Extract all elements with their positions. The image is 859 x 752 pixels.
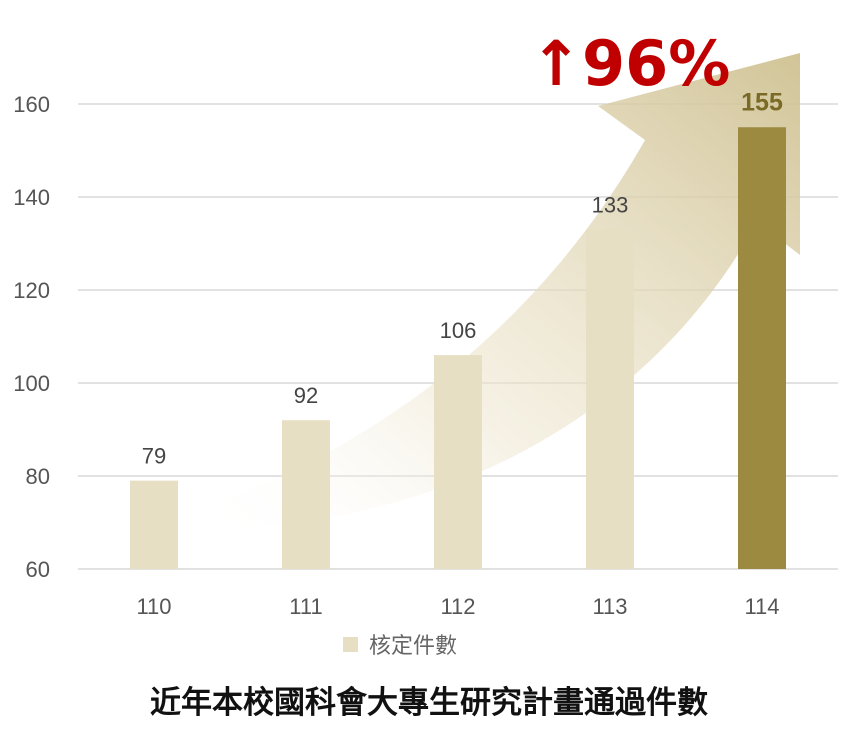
bar-114 [738,127,786,569]
x-axis-ticks: 110 111 112 113 114 [136,594,779,619]
x-tick-label-112: 112 [440,594,475,619]
chart-title: 近年本校國科會大專生研究計畫通過件數 [150,685,708,721]
x-tick-label-113: 113 [592,594,627,619]
legend-swatch [343,637,358,652]
y-axis-ticks: 60 80 100 120 140 160 [13,92,50,582]
bar-111 [282,420,330,569]
growth-annotation: ↑96% [530,27,730,100]
data-label-110: 79 [142,444,166,469]
data-label-111: 92 [294,383,318,408]
y-tick-label-100: 100 [13,371,50,396]
bar-113 [586,229,634,570]
bar-110 [130,480,178,569]
x-tick-label-110: 110 [136,594,171,619]
y-tick-label-80: 80 [26,464,50,489]
y-tick-label-160: 160 [13,92,50,117]
y-tick-label-140: 140 [13,185,50,210]
legend: 核定件數 [343,634,457,659]
growth-arrow-shape [200,53,800,530]
bars [130,127,786,570]
data-labels: 79 92 106 133 155 [142,88,783,468]
data-label-112: 106 [440,318,477,343]
x-tick-label-111: 111 [289,594,322,619]
x-tick-label-114: 114 [744,594,779,619]
data-label-114: 155 [741,88,783,116]
y-tick-label-120: 120 [13,278,50,303]
legend-label: 核定件數 [369,634,457,659]
y-tick-label-60: 60 [26,557,50,582]
data-label-113: 133 [592,193,629,218]
bar-112 [434,355,482,569]
